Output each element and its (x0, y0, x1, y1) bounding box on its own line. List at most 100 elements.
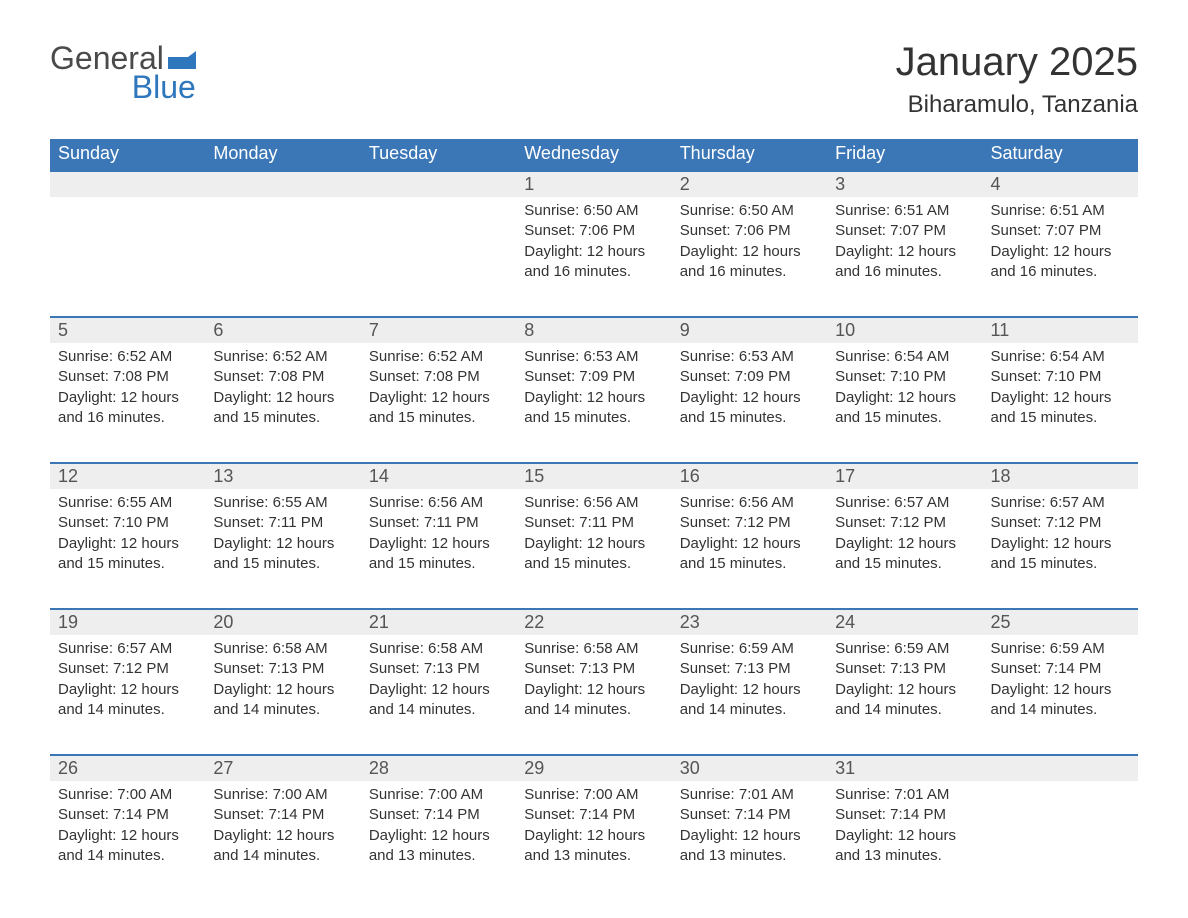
sunset-line: Sunset: 7:12 PM (680, 513, 819, 533)
daylight-line: Daylight: 12 hours and 14 minutes. (58, 826, 197, 867)
sunrise-line: Sunrise: 6:55 AM (213, 493, 352, 513)
sunrise-line: Sunrise: 7:01 AM (835, 785, 974, 805)
daynum-row: 12131415161718 (50, 463, 1138, 489)
sunset-line: Sunset: 7:14 PM (58, 805, 197, 825)
sunrise-line: Sunrise: 6:55 AM (58, 493, 197, 513)
day-body: Sunrise: 6:52 AMSunset: 7:08 PMDaylight:… (50, 343, 205, 463)
day-body: Sunrise: 6:58 AMSunset: 7:13 PMDaylight:… (516, 635, 671, 755)
sunset-line: Sunset: 7:13 PM (524, 659, 663, 679)
day-number: 2 (672, 171, 827, 197)
dow-cell: Saturday (983, 139, 1138, 171)
dow-cell: Thursday (672, 139, 827, 171)
day-body: Sunrise: 6:55 AMSunset: 7:10 PMDaylight:… (50, 489, 205, 609)
day-body: Sunrise: 6:59 AMSunset: 7:13 PMDaylight:… (672, 635, 827, 755)
sunrise-line: Sunrise: 6:53 AM (680, 347, 819, 367)
sunset-line: Sunset: 7:14 PM (369, 805, 508, 825)
month-title: January 2025 (896, 40, 1138, 85)
day-number: 31 (827, 755, 982, 781)
day-number: 11 (983, 317, 1138, 343)
sunset-line: Sunset: 7:07 PM (991, 221, 1130, 241)
day-body: Sunrise: 6:56 AMSunset: 7:11 PMDaylight:… (516, 489, 671, 609)
dow-cell: Wednesday (516, 139, 671, 171)
sunrise-line: Sunrise: 7:00 AM (213, 785, 352, 805)
sunset-line: Sunset: 7:07 PM (835, 221, 974, 241)
day-number: 19 (50, 609, 205, 635)
daynum-row: 262728293031 (50, 755, 1138, 781)
day-number: 28 (361, 755, 516, 781)
daybody-row: Sunrise: 6:55 AMSunset: 7:10 PMDaylight:… (50, 489, 1138, 609)
daybody-row: Sunrise: 6:57 AMSunset: 7:12 PM Daylight:… (50, 635, 1138, 755)
daylight-line: Daylight: 12 hours and 14 minutes. (524, 680, 663, 721)
day-body: Sunrise: 6:53 AMSunset: 7:09 PMDaylight:… (516, 343, 671, 463)
day-body: Sunrise: 7:01 AMSunset: 7:14 PMDaylight:… (827, 781, 982, 876)
day-body: Sunrise: 7:00 AMSunset: 7:14 PMDaylight:… (516, 781, 671, 876)
sunrise-line: Sunrise: 6:50 AM (524, 201, 663, 221)
sunset-line: Sunset: 7:12 PM (58, 659, 197, 679)
title-block: January 2025 Biharamulo, Tanzania (896, 40, 1138, 119)
header: General Blue January 2025 Biharamulo, Ta… (0, 0, 1188, 129)
dow-cell: Tuesday (361, 139, 516, 171)
daynum-row: 1234 (50, 171, 1138, 197)
sunset-line: Sunset: 7:09 PM (524, 367, 663, 387)
daylight-line: Daylight: 12 hours and 15 minutes. (991, 534, 1130, 575)
day-number: 29 (516, 755, 671, 781)
day-number: 26 (50, 755, 205, 781)
sunrise-line: Sunrise: 6:58 AM (369, 639, 508, 659)
sunset-line: Sunset: 7:12 PM (991, 513, 1130, 533)
sunset-line: Sunset: 7:13 PM (680, 659, 819, 679)
day-number: 10 (827, 317, 982, 343)
day-number: 5 (50, 317, 205, 343)
daybody-row: Sunrise: 6:52 AMSunset: 7:08 PMDaylight:… (50, 343, 1138, 463)
day-number: 12 (50, 463, 205, 489)
day-number: 14 (361, 463, 516, 489)
sunrise-line: Sunrise: 6:52 AM (213, 347, 352, 367)
day-number: 24 (827, 609, 982, 635)
sunrise-line: Sunrise: 6:50 AM (680, 201, 819, 221)
day-number: 20 (205, 609, 360, 635)
daylight-line: Daylight: 12 hours and 15 minutes. (991, 388, 1130, 429)
daynum-row: 19202122232425 (50, 609, 1138, 635)
day-number: 27 (205, 755, 360, 781)
daylight-line: Daylight: 12 hours and 16 minutes. (835, 242, 974, 283)
day-number: 22 (516, 609, 671, 635)
sunset-line: Sunset: 7:14 PM (213, 805, 352, 825)
sunrise-line: Sunrise: 6:57 AM (991, 493, 1130, 513)
dow-cell: Monday (205, 139, 360, 171)
day-number (983, 755, 1138, 781)
daylight-line: Daylight: 12 hours and 15 minutes. (680, 388, 819, 429)
sunset-line: Sunset: 7:11 PM (524, 513, 663, 533)
sunset-line: Sunset: 7:14 PM (524, 805, 663, 825)
day-body: Sunrise: 6:50 AMSunset: 7:06 PMDaylight:… (516, 197, 671, 317)
daybody-row: Sunrise: 6:50 AMSunset: 7:06 PMDaylight:… (50, 197, 1138, 317)
day-number: 3 (827, 171, 982, 197)
day-body: Sunrise: 6:57 AMSunset: 7:12 PMDaylight:… (983, 489, 1138, 609)
dow-cell: Friday (827, 139, 982, 171)
daylight-line: Daylight: 12 hours and 13 minutes. (369, 826, 508, 867)
daylight-line: Daylight: 12 hours and 14 minutes. (213, 826, 352, 867)
calendar-table: SundayMondayTuesdayWednesdayThursdayFrid… (50, 139, 1138, 876)
sunrise-line: Sunrise: 6:58 AM (524, 639, 663, 659)
day-number: 25 (983, 609, 1138, 635)
day-number (50, 171, 205, 197)
day-body: Sunrise: 6:52 AMSunset: 7:08 PMDaylight:… (361, 343, 516, 463)
daylight-line: Daylight: 12 hours and 14 minutes. (369, 680, 508, 721)
sunset-line: Sunset: 7:14 PM (680, 805, 819, 825)
sunset-line: Sunset: 7:13 PM (369, 659, 508, 679)
dow-row: SundayMondayTuesdayWednesdayThursdayFrid… (50, 139, 1138, 171)
daylight-line: Daylight: 12 hours and 16 minutes. (991, 242, 1130, 283)
sunrise-line: Sunrise: 6:57 AM (58, 639, 197, 659)
daybody-row: Sunrise: 7:00 AMSunset: 7:14 PMDaylight:… (50, 781, 1138, 876)
sunset-line: Sunset: 7:10 PM (835, 367, 974, 387)
sunset-line: Sunset: 7:14 PM (991, 659, 1130, 679)
day-body: Sunrise: 6:56 AMSunset: 7:11 PMDaylight:… (361, 489, 516, 609)
day-number: 17 (827, 463, 982, 489)
sunrise-line: Sunrise: 6:56 AM (680, 493, 819, 513)
sunrise-line: Sunrise: 6:57 AM (835, 493, 974, 513)
daylight-line: Daylight: 12 hours and 15 minutes. (369, 388, 508, 429)
daylight-line: Daylight: 12 hours and 14 minutes. (835, 680, 974, 721)
daylight-line: Daylight: 12 hours and 14 minutes. (991, 680, 1130, 721)
daynum-row: 567891011 (50, 317, 1138, 343)
sunset-line: Sunset: 7:09 PM (680, 367, 819, 387)
sunrise-line: Sunrise: 6:59 AM (835, 639, 974, 659)
sunset-line: Sunset: 7:10 PM (991, 367, 1130, 387)
